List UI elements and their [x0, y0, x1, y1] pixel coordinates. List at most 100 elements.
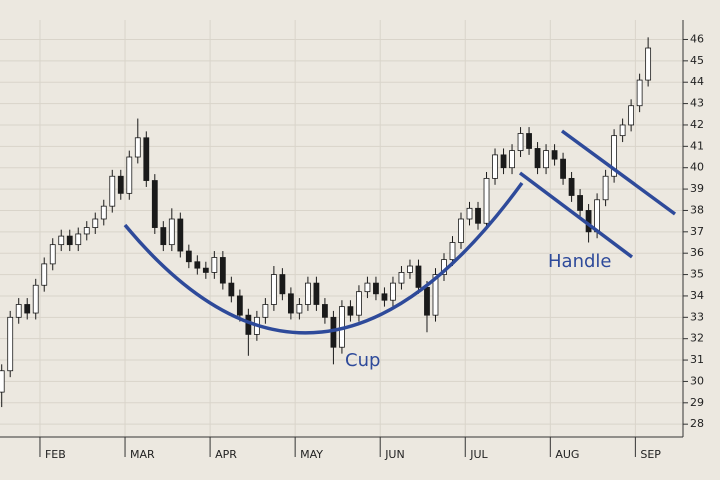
candle-body	[58, 235, 65, 246]
candle-body	[517, 133, 524, 152]
candle-body	[619, 124, 626, 137]
y-tick-label: 38	[690, 203, 704, 216]
candle-body	[109, 175, 116, 207]
candle-body	[134, 137, 141, 158]
candle-body	[270, 274, 277, 305]
candle-body	[117, 175, 124, 194]
candle-body	[151, 180, 158, 228]
candle-body	[262, 304, 269, 318]
candle-body	[219, 257, 226, 284]
y-tick-label: 36	[690, 246, 704, 259]
candles	[0, 37, 652, 408]
candle-body	[560, 158, 566, 179]
candle-body	[245, 314, 252, 335]
candle-body	[492, 154, 498, 179]
candle-body	[92, 218, 99, 228]
x-tick-label: JUN	[384, 448, 405, 461]
candle-body	[628, 105, 635, 126]
candle-body	[41, 263, 48, 286]
candle-body	[466, 207, 473, 220]
y-tick-label: 31	[690, 353, 704, 366]
candle-body	[534, 148, 541, 169]
candle-body	[645, 47, 652, 81]
y-tick-label: 28	[690, 417, 704, 430]
candle-body	[364, 282, 371, 293]
candle-body	[177, 218, 184, 252]
candle-body	[228, 282, 235, 297]
y-tick-label: 46	[690, 32, 704, 45]
candle-body	[424, 286, 430, 316]
candle-body	[7, 316, 14, 372]
handle-line	[518, 171, 634, 259]
candle-body	[15, 304, 22, 318]
x-tick-label: AUG	[555, 448, 579, 461]
annotation: Handle	[548, 251, 611, 272]
y-tick-label: 39	[690, 182, 704, 195]
y-tick-label: 33	[690, 310, 704, 323]
candle-body	[500, 154, 507, 169]
x-tick-label: FEB	[45, 448, 66, 461]
candle-body	[602, 175, 609, 201]
y-tick-label: 35	[690, 268, 704, 281]
x-tick-label: MAY	[300, 448, 323, 461]
candle-body	[32, 284, 39, 314]
candle-body	[449, 242, 456, 261]
candle-body	[287, 293, 294, 314]
candle-body	[279, 274, 286, 295]
candle-body	[390, 282, 396, 301]
x-tick-label: JUL	[469, 448, 488, 461]
candle-body	[373, 282, 379, 295]
candle-body	[49, 244, 56, 265]
y-tick-label: 29	[690, 396, 704, 409]
candle-body	[475, 207, 481, 224]
candle-body	[381, 293, 388, 301]
candle-body	[100, 205, 107, 220]
candle-body	[160, 227, 167, 246]
candle-body	[83, 227, 90, 235]
handle-line	[560, 129, 677, 216]
candle-body	[415, 265, 422, 288]
candle-body	[143, 137, 150, 181]
candle-body	[568, 177, 575, 196]
candle-body	[577, 195, 583, 211]
candle-body	[458, 218, 464, 243]
y-tick-label: 42	[690, 118, 704, 131]
x-tick-label: MAR	[130, 448, 155, 461]
candle-body	[322, 304, 328, 318]
candle-body	[66, 235, 73, 246]
candle-body	[347, 306, 354, 316]
candle-body	[526, 133, 532, 149]
x-tick-label: SEP	[640, 448, 661, 461]
candle-body	[543, 150, 549, 169]
candle-body	[594, 199, 600, 233]
y-tick-label: 44	[690, 75, 704, 88]
candle-body	[636, 79, 643, 107]
candle-body	[211, 257, 218, 273]
candle-body	[75, 233, 82, 246]
y-tick-label: 43	[690, 97, 704, 110]
y-tick-label: 32	[690, 332, 704, 345]
candle-body	[296, 304, 303, 314]
candle-body	[483, 177, 490, 224]
candle-body	[126, 156, 133, 194]
candle-body	[185, 250, 192, 263]
candle-body	[194, 261, 201, 269]
candle-body	[551, 150, 558, 160]
x-tick-label: APR	[215, 448, 237, 461]
candle-body	[509, 150, 515, 169]
candle-body	[0, 370, 5, 393]
y-tick-label: 40	[690, 161, 704, 174]
y-tick-label: 41	[690, 139, 704, 152]
candle-body	[236, 295, 243, 316]
candle-body	[407, 265, 413, 273]
candle-body	[24, 304, 31, 314]
candle-body	[356, 291, 362, 316]
candle-body	[398, 272, 405, 284]
candle-body	[168, 218, 175, 246]
cup-curve	[123, 181, 524, 335]
annotation: Cup	[345, 350, 380, 371]
candle-body	[611, 135, 618, 177]
